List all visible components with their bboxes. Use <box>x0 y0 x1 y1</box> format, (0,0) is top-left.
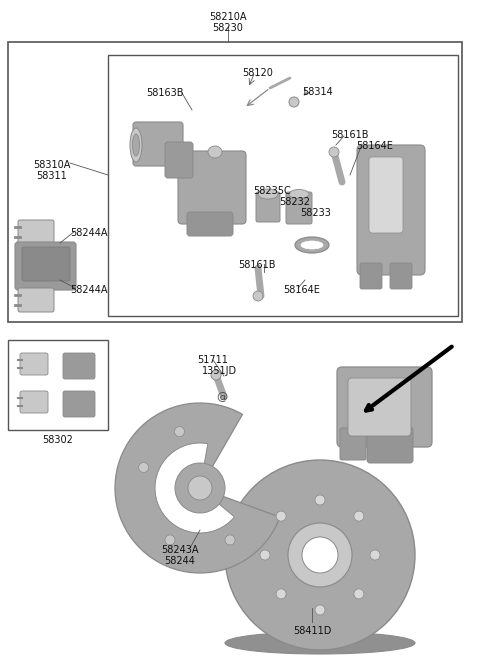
Circle shape <box>288 523 352 587</box>
Circle shape <box>370 550 380 560</box>
FancyBboxPatch shape <box>15 242 76 290</box>
Text: 58243A: 58243A <box>161 545 199 555</box>
Text: 58164E: 58164E <box>284 285 321 295</box>
Wedge shape <box>115 403 280 573</box>
Bar <box>8 340 108 430</box>
FancyBboxPatch shape <box>63 391 95 417</box>
FancyBboxPatch shape <box>357 145 425 275</box>
FancyBboxPatch shape <box>187 212 233 236</box>
FancyBboxPatch shape <box>18 288 54 312</box>
Circle shape <box>354 589 364 599</box>
FancyBboxPatch shape <box>22 247 70 281</box>
FancyBboxPatch shape <box>367 427 413 463</box>
Text: 58163B: 58163B <box>146 88 184 98</box>
Ellipse shape <box>289 189 309 198</box>
Circle shape <box>225 535 235 545</box>
Circle shape <box>253 291 263 301</box>
Text: 58120: 58120 <box>242 68 274 78</box>
Circle shape <box>165 535 175 545</box>
Wedge shape <box>155 443 234 533</box>
Text: 58232: 58232 <box>279 197 311 207</box>
Circle shape <box>139 463 149 472</box>
Circle shape <box>174 426 184 437</box>
FancyBboxPatch shape <box>133 122 183 166</box>
Text: 58235C: 58235C <box>253 186 291 196</box>
Ellipse shape <box>208 146 222 158</box>
FancyBboxPatch shape <box>20 391 48 413</box>
FancyBboxPatch shape <box>340 428 366 460</box>
Ellipse shape <box>132 134 140 156</box>
Circle shape <box>354 511 364 521</box>
Circle shape <box>188 476 212 500</box>
FancyBboxPatch shape <box>20 353 48 375</box>
Circle shape <box>175 463 225 513</box>
Bar <box>108 55 458 316</box>
FancyBboxPatch shape <box>348 378 411 436</box>
Bar <box>8 42 462 322</box>
FancyBboxPatch shape <box>360 263 382 289</box>
Circle shape <box>315 495 325 505</box>
Text: 58230: 58230 <box>213 23 243 33</box>
Text: 58244: 58244 <box>165 556 195 566</box>
Circle shape <box>302 537 338 573</box>
Circle shape <box>211 370 221 380</box>
Ellipse shape <box>295 237 329 253</box>
Ellipse shape <box>225 632 415 654</box>
Text: @: @ <box>216 392 228 402</box>
Text: 58314: 58314 <box>302 87 334 97</box>
Ellipse shape <box>301 241 323 249</box>
FancyBboxPatch shape <box>18 220 54 244</box>
Text: 58244A: 58244A <box>70 228 108 238</box>
Text: 58244A: 58244A <box>70 285 108 295</box>
Text: 58311: 58311 <box>36 171 67 181</box>
Text: 1351JD: 1351JD <box>203 366 238 376</box>
Text: 58310A: 58310A <box>33 160 71 170</box>
Text: 58161B: 58161B <box>331 130 369 140</box>
FancyBboxPatch shape <box>178 151 246 224</box>
Circle shape <box>289 97 299 107</box>
Circle shape <box>315 605 325 615</box>
FancyBboxPatch shape <box>286 192 312 224</box>
FancyBboxPatch shape <box>337 367 432 447</box>
FancyBboxPatch shape <box>256 192 280 222</box>
Circle shape <box>329 147 339 157</box>
Text: 58411D: 58411D <box>293 626 331 636</box>
FancyBboxPatch shape <box>390 263 412 289</box>
Circle shape <box>276 511 286 521</box>
Circle shape <box>260 550 270 560</box>
Text: 51711: 51711 <box>198 355 228 365</box>
Text: 58233: 58233 <box>300 208 331 218</box>
Text: 58302: 58302 <box>43 435 73 445</box>
Circle shape <box>225 460 415 650</box>
Text: 58210A: 58210A <box>209 12 247 22</box>
FancyBboxPatch shape <box>369 157 403 233</box>
Text: 58164E: 58164E <box>357 141 394 151</box>
FancyBboxPatch shape <box>63 353 95 379</box>
Ellipse shape <box>258 189 278 199</box>
Ellipse shape <box>130 128 142 162</box>
FancyBboxPatch shape <box>165 142 193 178</box>
Text: 58161B: 58161B <box>238 260 276 270</box>
Circle shape <box>276 589 286 599</box>
